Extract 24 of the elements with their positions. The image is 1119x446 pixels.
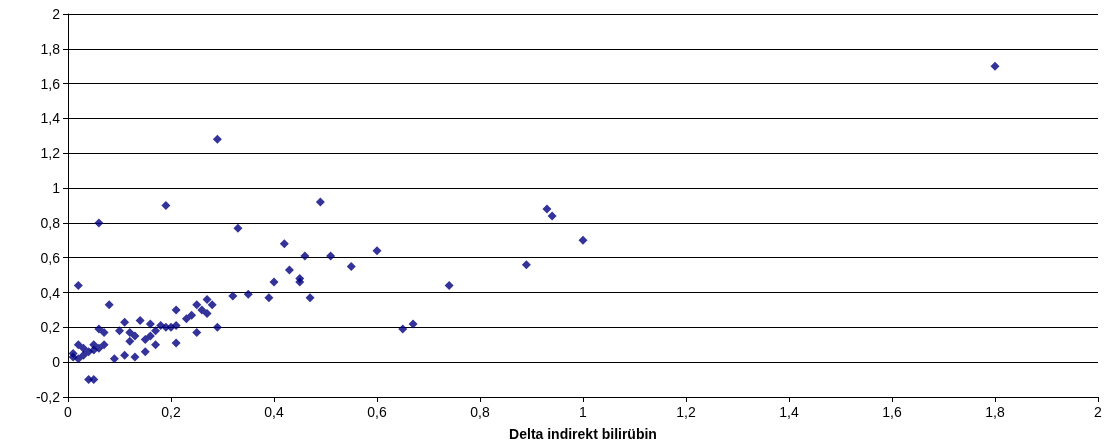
y-tick-label: 0 xyxy=(52,354,61,371)
x-tick-label: 0 xyxy=(64,404,73,420)
y-tick-label: 0,2 xyxy=(40,319,61,336)
y-tick-label: 1,2 xyxy=(40,145,61,162)
y-tick-label: 1,8 xyxy=(40,40,61,57)
x-tick-label: 1 xyxy=(579,404,588,420)
y-tick-label: 1,4 xyxy=(40,110,61,127)
x-tick-label: 2 xyxy=(1094,404,1103,420)
y-tick-label: 0,8 xyxy=(40,214,61,231)
y-tick-label: 1,6 xyxy=(40,75,61,92)
x-tick-label: 1,8 xyxy=(985,404,1005,420)
x-tick-label: 0,4 xyxy=(264,404,284,420)
x-axis-title: Delta indirekt bilirübin xyxy=(509,426,657,442)
y-tick-label: 0,4 xyxy=(40,284,61,301)
x-tick-label: 1,4 xyxy=(779,404,799,420)
x-tick-label: 0,2 xyxy=(161,404,181,420)
x-tick-label: 0,6 xyxy=(367,404,387,420)
y-tick-label: 1 xyxy=(52,180,61,197)
x-tick-label: 1,6 xyxy=(882,404,902,420)
y-tick-label: 0,6 xyxy=(40,249,61,266)
x-tick-label: 1,2 xyxy=(676,404,696,420)
y-tick-label: 2 xyxy=(52,6,61,22)
x-tick-label: 0,8 xyxy=(470,404,490,420)
y-tick-label: -0,2 xyxy=(35,389,61,405)
